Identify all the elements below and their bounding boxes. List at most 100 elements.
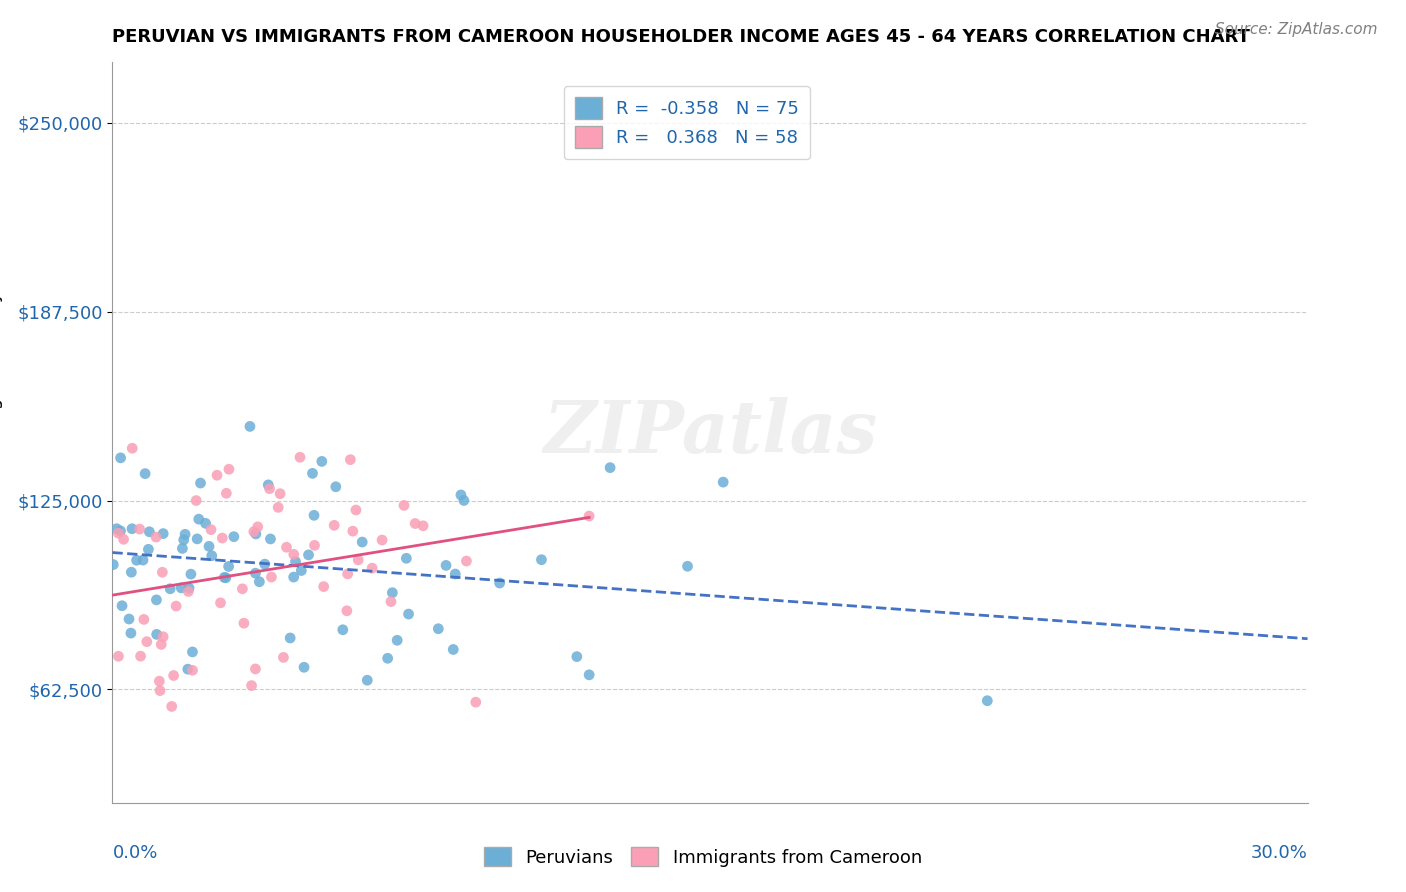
Point [152,630,174,644]
Point [456,554,478,568]
Point [253,557,276,571]
Point [292,660,315,674]
Point [371,533,394,547]
Point [150,566,173,580]
Point [205,468,228,483]
Point [110,450,132,465]
Point [245,566,267,581]
Point [395,551,418,566]
Point [450,488,472,502]
Point [273,650,295,665]
Legend: Peruvians, Immigrants from Cameroon: Peruvians, Immigrants from Cameroon [477,840,929,874]
Point [259,532,281,546]
Point [240,679,263,693]
Text: PERUVIAN VS IMMIGRANTS FROM CAMEROON HOUSEHOLDER INCOME AGES 45 - 64 YEARS CORRE: PERUVIAN VS IMMIGRANTS FROM CAMEROON HOU… [112,28,1250,45]
Point [152,526,174,541]
Point [304,538,326,552]
Point [325,480,347,494]
Point [129,649,152,664]
Point [243,524,266,539]
Point [181,645,204,659]
Point [276,540,298,554]
Point [245,662,267,676]
Point [132,612,155,626]
Point [578,509,600,524]
Point [336,604,359,618]
Point [260,570,283,584]
Point [121,442,143,456]
Point [239,419,262,434]
Point [160,699,183,714]
Point [565,649,588,664]
Text: 0.0%: 0.0% [112,845,157,863]
Point [174,527,197,541]
Point [172,541,194,556]
Point [342,524,364,538]
Point [332,623,354,637]
Point [148,674,170,689]
Point [312,580,335,594]
Point [209,596,232,610]
Point [232,616,254,631]
Point [150,637,173,651]
Point [711,475,734,489]
Point [269,486,291,500]
Point [134,467,156,481]
Point [107,526,129,541]
Point [344,503,367,517]
Point [211,531,233,545]
Point [214,570,236,584]
Point [222,530,245,544]
Point [135,634,157,648]
Point [290,564,312,578]
Point [488,576,510,591]
Legend: R =  -0.358   N = 75, R =   0.368   N = 58: R = -0.358 N = 75, R = 0.368 N = 58 [564,87,810,159]
Point [170,581,193,595]
Point [385,633,408,648]
Point [267,500,290,515]
Text: ZIPatlas: ZIPatlas [543,397,877,468]
Point [301,467,323,481]
Y-axis label: Householder Income Ages 45 - 64 years: Householder Income Ages 45 - 64 years [0,252,3,613]
Point [246,520,269,534]
Point [125,553,148,567]
Point [138,542,160,557]
Point [120,565,142,579]
Point [162,668,184,682]
Point [464,695,486,709]
Point [427,622,450,636]
Point [302,508,325,523]
Point [180,567,202,582]
Point [110,524,132,538]
Point [245,527,267,541]
Point [441,642,464,657]
Point [132,553,155,567]
Point [177,584,200,599]
Point [120,626,142,640]
Point [145,593,167,607]
Point [297,548,319,562]
Point [284,555,307,569]
Point [145,530,167,544]
Point [165,599,187,613]
Point [398,607,420,621]
Point [339,452,361,467]
Point [361,561,384,575]
Point [283,547,305,561]
Point [201,549,224,563]
Point [186,532,208,546]
Point [121,522,143,536]
Point [107,649,129,664]
Point [530,552,553,566]
Point [145,627,167,641]
Point [173,533,195,547]
Point [434,558,457,573]
Point [347,553,370,567]
Point [247,574,270,589]
Point [181,663,204,677]
Point [453,493,475,508]
Point [676,559,699,574]
Point [190,476,212,491]
Point [105,522,128,536]
Point [356,673,378,688]
